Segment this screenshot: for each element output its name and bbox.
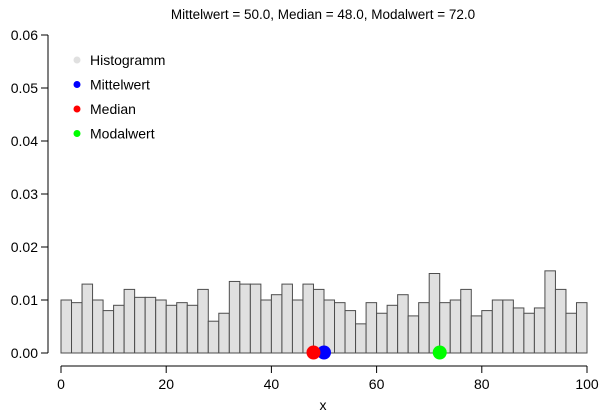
histogram-bar bbox=[565, 312, 577, 354]
histogram-bar bbox=[523, 312, 535, 354]
histogram-bar bbox=[291, 299, 304, 354]
histogram-bar bbox=[249, 283, 262, 354]
marker-mittelwert bbox=[317, 345, 331, 360]
histogram-bar bbox=[144, 296, 157, 354]
legend-label: Histogramm bbox=[90, 52, 165, 68]
histogram-bar bbox=[281, 283, 293, 354]
y-tick-label: 0.00 bbox=[11, 345, 38, 361]
histogram-bar bbox=[554, 288, 567, 354]
histogram-bar bbox=[270, 294, 283, 354]
histogram-bar bbox=[439, 302, 451, 354]
y-tick-label: 0.04 bbox=[11, 133, 38, 149]
histogram-bar bbox=[302, 283, 314, 354]
histogram-bar bbox=[123, 288, 136, 354]
histogram-bar bbox=[176, 302, 188, 354]
x-axis-title: x bbox=[320, 397, 327, 411]
histogram-bar bbox=[197, 288, 209, 354]
histogram-bar bbox=[355, 323, 367, 354]
y-tick-label: 0.02 bbox=[11, 239, 38, 255]
histogram-bar bbox=[365, 302, 378, 354]
histogram-bar bbox=[218, 312, 230, 354]
legend-label: Modalwert bbox=[90, 126, 155, 142]
histogram-bar bbox=[397, 294, 409, 354]
y-tick-label: 0.03 bbox=[11, 186, 38, 202]
markers-layer bbox=[306, 345, 447, 360]
histogram-bar bbox=[102, 310, 115, 354]
histogram-bar bbox=[575, 302, 588, 354]
legend-marker bbox=[73, 130, 81, 137]
histogram-bar bbox=[186, 304, 199, 354]
histogram-bar bbox=[533, 307, 546, 354]
histogram-bar bbox=[155, 299, 167, 354]
histogram-bar bbox=[323, 299, 336, 354]
histogram-bar bbox=[134, 296, 146, 354]
histogram-bar bbox=[334, 302, 346, 354]
x-tick-label: 20 bbox=[158, 376, 174, 392]
histogram-bar bbox=[260, 299, 272, 354]
histogram-bar bbox=[71, 302, 83, 354]
legend-label: Median bbox=[90, 101, 136, 117]
marker-modalwert bbox=[432, 345, 447, 360]
histogram-bar bbox=[460, 288, 472, 354]
histogram-bar bbox=[428, 273, 441, 354]
histogram-bar bbox=[312, 288, 325, 354]
histogram-bar bbox=[470, 315, 483, 354]
histogram-bar bbox=[407, 315, 420, 354]
legend-label: Mittelwert bbox=[90, 77, 150, 93]
x-tick-label: 0 bbox=[57, 376, 65, 392]
histogram-bar bbox=[449, 299, 462, 354]
x-tick-label: 80 bbox=[474, 376, 490, 392]
histogram-bar bbox=[376, 312, 388, 354]
histogram-bar bbox=[113, 304, 125, 354]
histogram-bar bbox=[60, 299, 73, 354]
y-tick-label: 0.01 bbox=[11, 292, 38, 308]
histogram-bar bbox=[344, 310, 357, 354]
y-tick-label: 0.05 bbox=[11, 80, 38, 96]
legend-marker bbox=[73, 56, 81, 64]
histogram-bar bbox=[81, 283, 94, 354]
histogram-bar bbox=[418, 302, 430, 354]
histogram-bar bbox=[512, 307, 525, 354]
histogram-bar bbox=[481, 310, 493, 354]
histogram-bar bbox=[207, 320, 220, 354]
histogram-bar bbox=[491, 299, 504, 354]
histogram-bar bbox=[544, 270, 556, 354]
histogram-bar bbox=[502, 299, 514, 354]
legend-marker bbox=[73, 81, 81, 88]
histogram-bar bbox=[239, 283, 251, 354]
x-tick-label: 60 bbox=[369, 376, 385, 392]
chart-title: Mittelwert = 50.0, Median = 48.0, Modalw… bbox=[171, 7, 475, 22]
histogram-bar bbox=[228, 280, 241, 354]
marker-median bbox=[306, 345, 321, 360]
bars-layer bbox=[60, 270, 588, 354]
histogram-bar bbox=[92, 299, 104, 354]
x-tick-label: 100 bbox=[575, 376, 599, 392]
legend-marker bbox=[73, 105, 81, 113]
histogram-bar bbox=[165, 304, 178, 354]
y-tick-label: 0.06 bbox=[11, 27, 38, 43]
legend: Histogramm Mittelwert Median Modalwert bbox=[73, 52, 165, 142]
x-tick-label: 40 bbox=[264, 376, 280, 392]
histogram-bar bbox=[386, 304, 399, 354]
axes-layer: 0.00 0.01 0.02 0.03 0.04 0.05 0.06 0 20 40 60 80 100 bbox=[11, 27, 599, 392]
